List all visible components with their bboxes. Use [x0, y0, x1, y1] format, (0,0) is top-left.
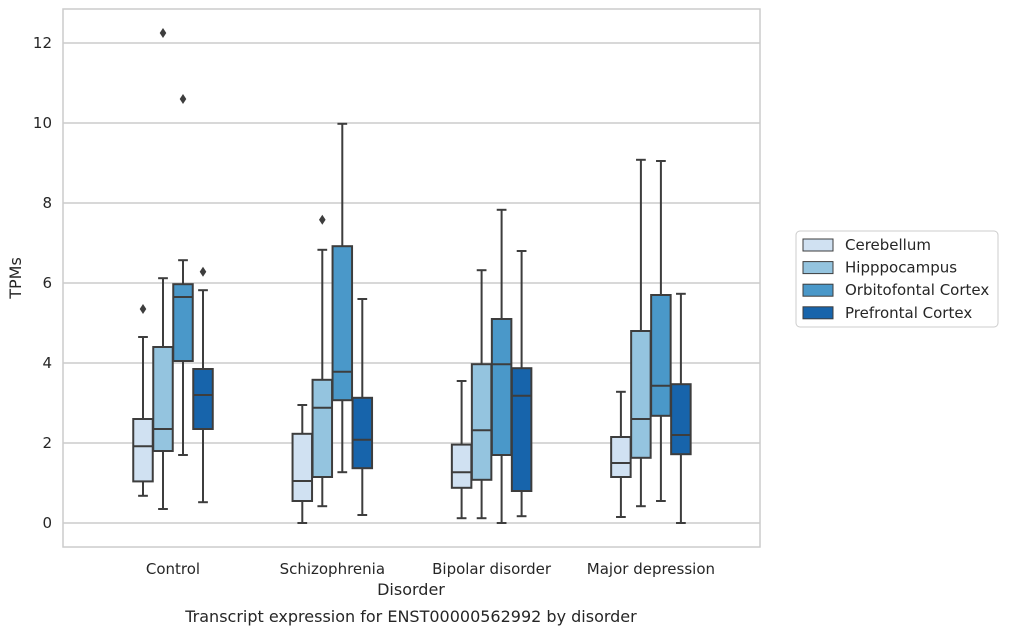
- legend-swatch: [802, 238, 834, 252]
- legend-label: Cerebellum: [845, 236, 931, 254]
- y-tick-label: 8: [42, 194, 52, 212]
- outlier-point: [159, 28, 167, 38]
- box-plot: [132, 304, 154, 497]
- box-plot: [470, 269, 493, 520]
- box-plot: [450, 380, 473, 520]
- box-plot: [610, 390, 632, 518]
- legend-item: Orbitofontal Cortex: [802, 281, 989, 299]
- box: [630, 330, 652, 459]
- x-axis-label: Disorder: [377, 580, 445, 599]
- outlier-point: [179, 94, 187, 104]
- legend-item: Cerebellum: [802, 236, 931, 254]
- box-plot: [311, 214, 334, 508]
- plot-frame: [62, 8, 761, 548]
- box-plot: [510, 250, 533, 518]
- legend-swatch: [802, 306, 834, 320]
- box-plot: [172, 94, 194, 456]
- x-tick-label: Bipolar disorder: [432, 560, 552, 578]
- y-tick-label: 0: [42, 514, 52, 532]
- legend-item: Prefrontal Cortex: [802, 304, 972, 322]
- legend-label: Orbitofontal Cortex: [845, 281, 989, 299]
- box-plot: [630, 158, 652, 508]
- x-tick-labels: Control Schizophrenia Bipolar disorder Majo…: [146, 560, 715, 578]
- legend: Cerebellum Hipppocampus Orbitofontal Corte…: [795, 230, 999, 328]
- y-tick-label: 10: [33, 114, 52, 132]
- legend-label: Hipppocampus: [845, 259, 957, 277]
- box: [192, 368, 214, 430]
- chart-caption: Transcript expression for ENST0000056299…: [184, 607, 637, 626]
- box: [331, 245, 354, 402]
- outlier-point: [139, 304, 147, 314]
- x-tick-label: Major depression: [587, 560, 715, 578]
- y-tick-label: 12: [33, 34, 52, 52]
- y-axis-label: TPMs: [6, 257, 25, 300]
- box-plot: [291, 404, 314, 524]
- outlier-point: [319, 214, 326, 225]
- box-plot: [670, 292, 692, 524]
- grid-lines: [63, 42, 760, 524]
- box-plot: [650, 160, 672, 502]
- box: [132, 418, 154, 483]
- x-tick-label: Schizophrenia: [280, 560, 385, 578]
- y-tick-label: 6: [42, 274, 52, 292]
- box-plot: [331, 122, 354, 474]
- box: [650, 294, 672, 417]
- legend-swatch: [802, 261, 834, 275]
- x-tick-label: Control: [146, 560, 200, 578]
- legend-label: Prefrontal Cortex: [845, 304, 972, 322]
- box: [311, 378, 334, 478]
- box: [351, 396, 374, 470]
- box: [670, 383, 692, 456]
- box: [172, 283, 194, 363]
- box: [291, 432, 314, 502]
- y-tick-label: 2: [42, 434, 52, 452]
- box: [152, 346, 174, 452]
- y-tick-labels: 0 2 4 6 8 10 12: [33, 34, 52, 532]
- boxes: [132, 28, 692, 524]
- box: [450, 443, 473, 489]
- box-plot: [152, 28, 174, 510]
- box-plot: [490, 208, 513, 524]
- legend-frame: [795, 230, 999, 328]
- box-plot: [351, 298, 374, 516]
- outlier-point: [199, 266, 207, 277]
- legend-items: Cerebellum Hipppocampus Orbitofontal Corte…: [802, 236, 989, 322]
- box-plot: [192, 266, 214, 504]
- box: [510, 367, 533, 493]
- box: [470, 363, 493, 481]
- box: [610, 436, 632, 478]
- box: [490, 318, 513, 456]
- legend-item: Hipppocampus: [802, 259, 957, 277]
- legend-swatch: [802, 283, 834, 297]
- y-tick-label: 4: [42, 354, 52, 372]
